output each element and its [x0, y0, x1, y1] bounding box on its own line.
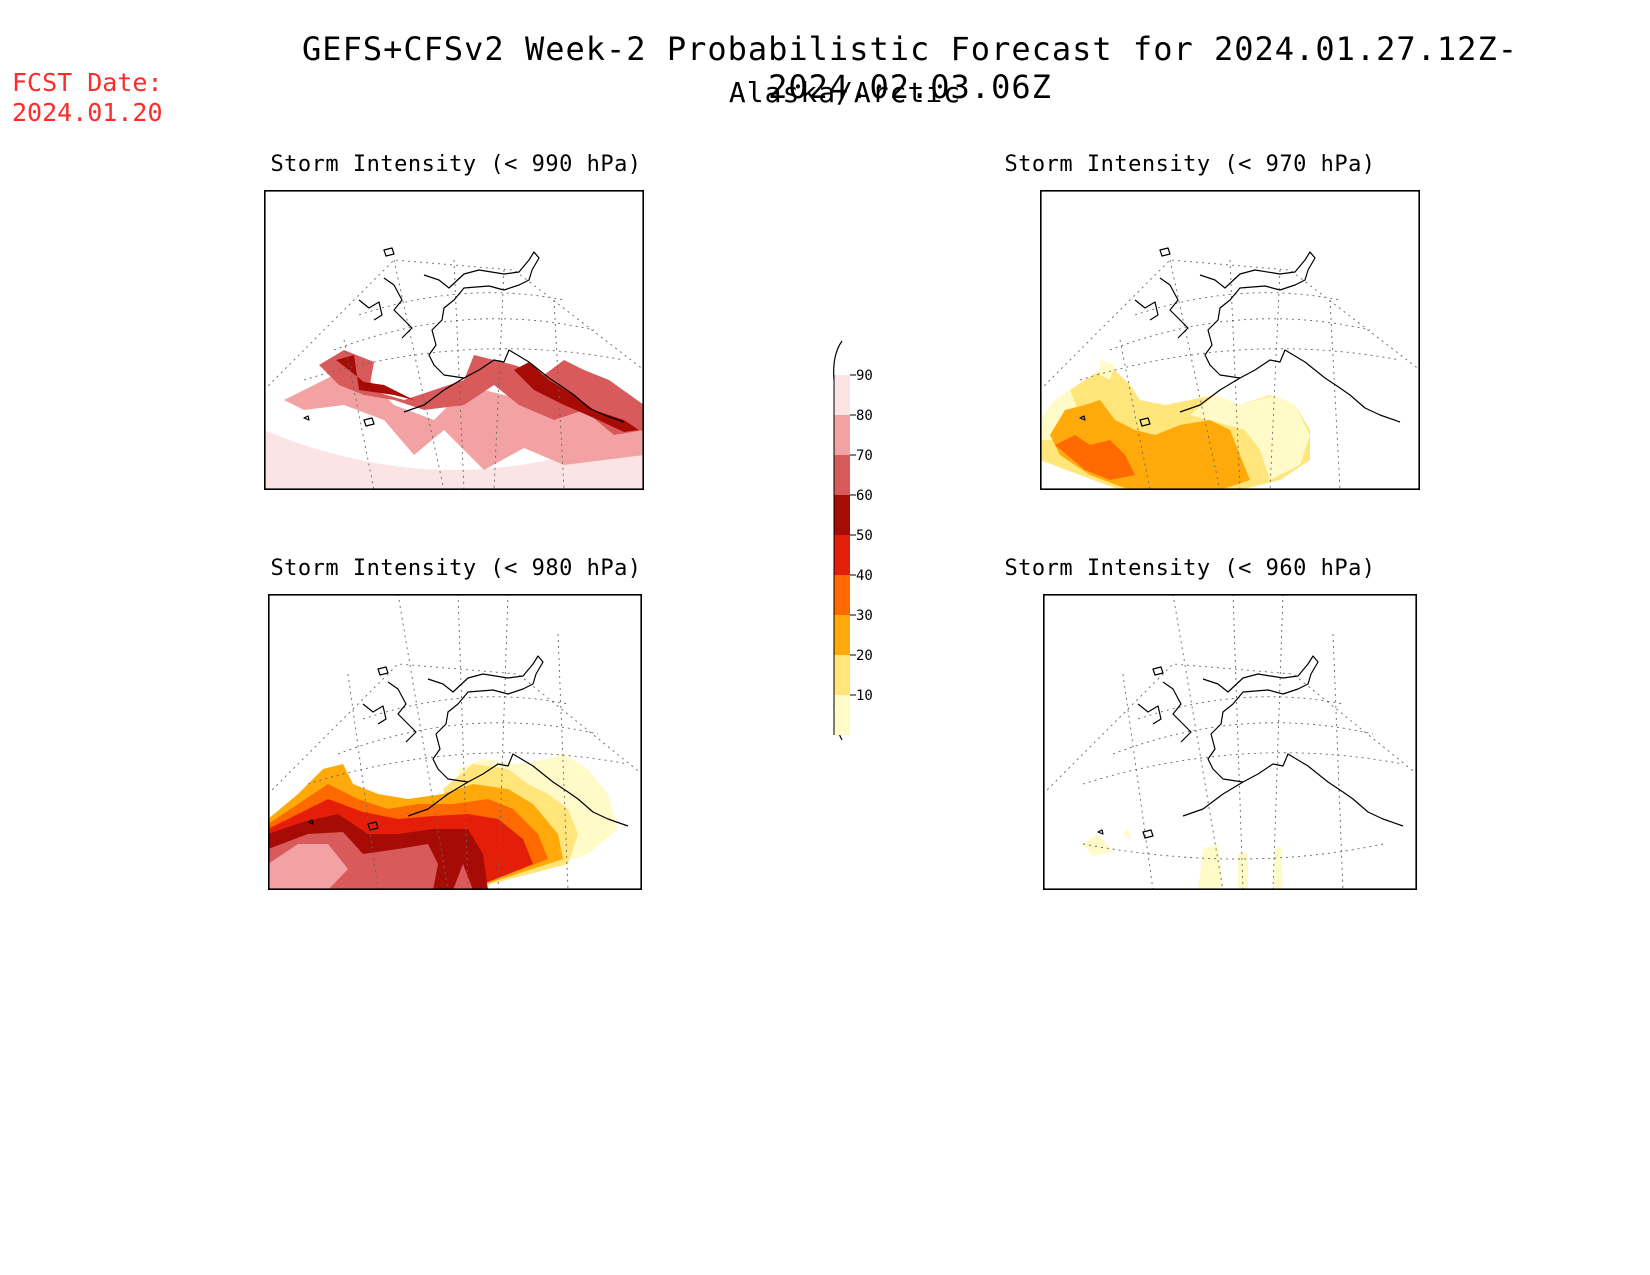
map-frame: [268, 594, 642, 890]
colorbar-label: 80: [856, 408, 873, 424]
panel-title-990: Storm Intensity (< 990 hPa): [270, 152, 642, 177]
coastline-islands: [303, 247, 395, 427]
colorbar-label: 60: [856, 488, 873, 504]
map-frame: [264, 190, 644, 490]
graticule-lines: [1043, 594, 1417, 890]
colorbar-swatch-5: [834, 535, 850, 575]
coastline-islands: [307, 666, 389, 831]
panel-title-980: Storm Intensity (< 980 hPa): [270, 556, 642, 581]
forecast-date-label: FCST Date:: [12, 68, 163, 97]
probability-colorbar: 10 20 30 40 50 60 70 80 90: [833, 340, 873, 741]
colorbar-top-cap: [833, 340, 843, 381]
colorbar-swatch-7: [834, 455, 850, 495]
colorbar-label: 90: [856, 368, 873, 384]
graticule-lines: [1040, 259, 1420, 490]
colorbar-swatch-9: [834, 375, 850, 415]
map-panel-970: [1040, 190, 1420, 490]
colorbar-swatch-2: [834, 655, 850, 695]
colorbar-swatch-1: [834, 695, 850, 735]
colorbar-label: 10: [856, 688, 873, 704]
prob-band-10: [1040, 360, 1310, 480]
figure-title: GEFS+CFSv2 Week-2 Probabilistic Forecast…: [302, 30, 1518, 106]
graticule-lines: [268, 594, 642, 890]
map-panel-960: [1043, 594, 1417, 890]
colorbar-labels: 10 20 30 40 50 60 70 80 90: [833, 368, 873, 735]
prob-band-10: [1083, 829, 1283, 890]
map-frame: [1040, 190, 1420, 490]
map-panel-980: [268, 594, 642, 890]
coastline-alaska: [358, 251, 625, 423]
colorbar-swatch-6: [834, 495, 850, 535]
coastline-islands: [1079, 247, 1171, 427]
prob-band-60-inner: [428, 839, 463, 890]
map-panel-990: [264, 190, 644, 490]
colorbar-swatch-3: [834, 615, 850, 655]
forecast-date-value: 2024.01.20: [12, 98, 163, 127]
forecast-date-block: FCST Date: 2024.01.20: [12, 68, 163, 128]
colorbar-label: 70: [856, 448, 873, 464]
colorbar-label: 30: [856, 608, 873, 624]
prob-band-70: [319, 350, 644, 435]
colorbar-label: 50: [856, 528, 873, 544]
prob-band-90: [264, 430, 644, 490]
prob-band-60: [336, 355, 639, 432]
colorbar-swatches: [834, 375, 850, 735]
coastline-alaska: [362, 655, 629, 827]
coastline-alaska: [1134, 251, 1401, 423]
colorbar-swatch-8: [834, 415, 850, 455]
colorbar-swatch-4: [834, 575, 850, 615]
map-frame: [1043, 594, 1417, 890]
coastline-islands: [1097, 666, 1164, 839]
coastline-alaska: [1137, 655, 1404, 827]
panel-title-970: Storm Intensity (< 970 hPa): [1004, 152, 1376, 177]
prob-band-40: [1055, 435, 1135, 480]
colorbar-label: 20: [856, 648, 873, 664]
prob-band-80: [268, 844, 348, 890]
figure-subtitle: Alaska/Arctic: [728, 76, 962, 109]
panel-title-960: Storm Intensity (< 960 hPa): [1004, 556, 1376, 581]
colorbar-label: 40: [856, 568, 873, 584]
graticule-lines: [264, 259, 644, 490]
